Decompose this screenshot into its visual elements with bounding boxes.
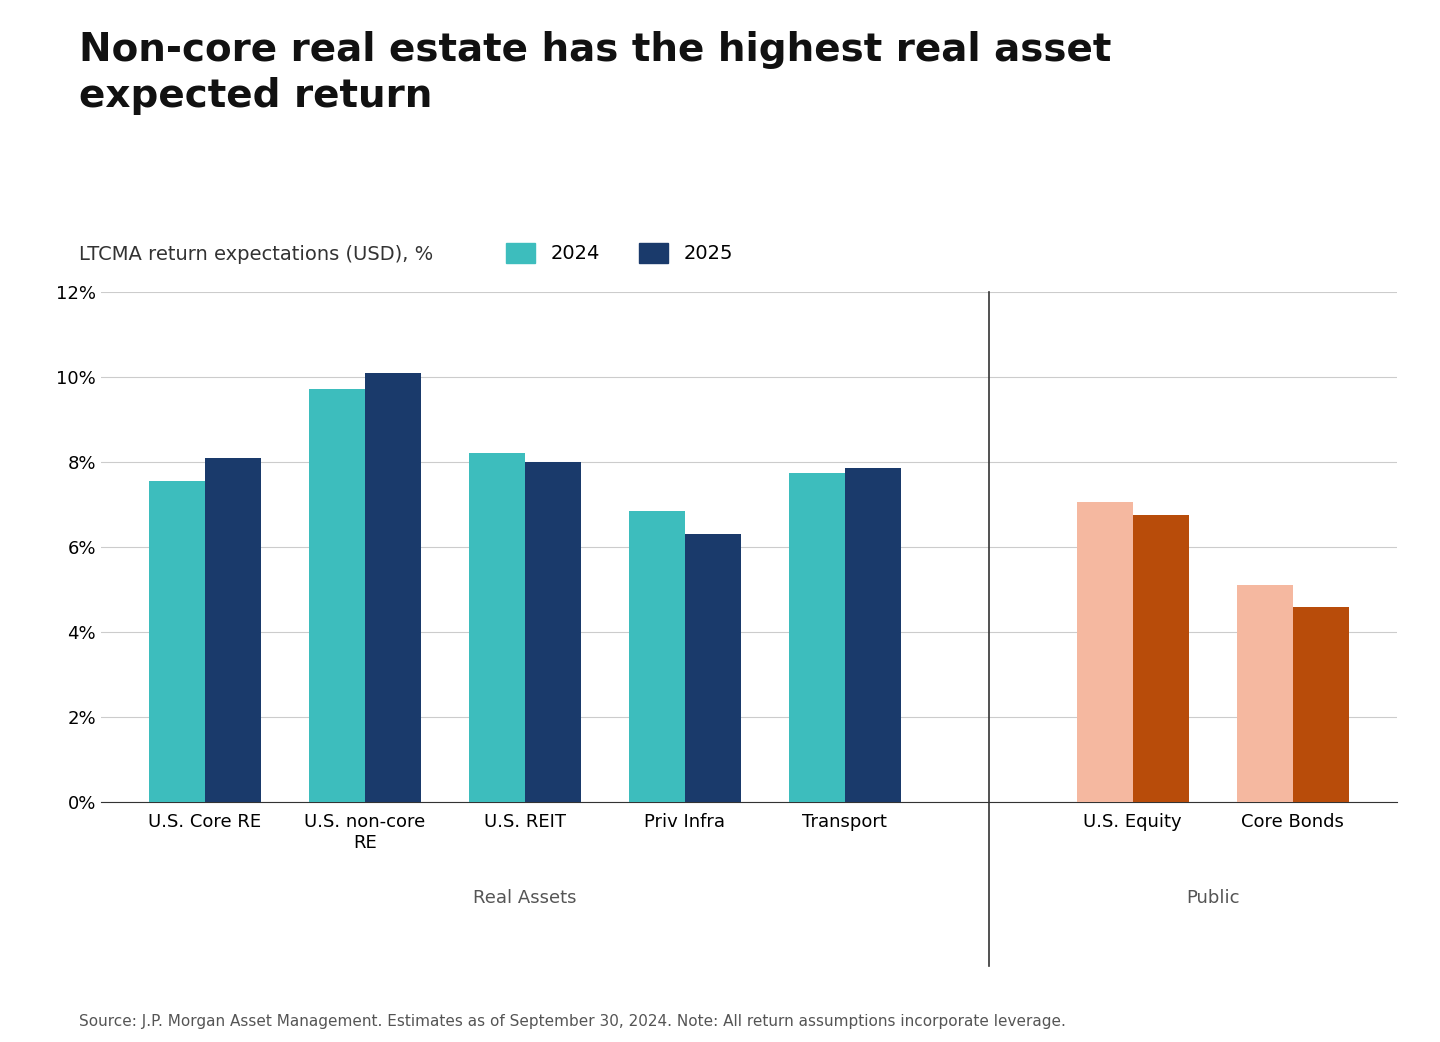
Bar [845,468,901,802]
Text: Non-core real estate has the highest real asset
expected return: Non-core real estate has the highest rea… [79,31,1112,115]
Bar [629,511,685,802]
Bar [1077,502,1133,802]
Bar [789,473,845,802]
Legend: 2024, 2025: 2024, 2025 [498,235,740,271]
Bar [148,481,204,802]
Text: Real Assets: Real Assets [474,889,576,908]
Bar [364,373,420,802]
Bar [685,535,740,802]
Bar [1293,606,1349,802]
Text: Source: J.P. Morgan Asset Management. Estimates as of September 30, 2024. Note: : Source: J.P. Morgan Asset Management. Es… [79,1015,1066,1029]
Text: Public: Public [1187,889,1240,908]
Bar [469,453,524,802]
Bar [1133,515,1189,802]
Text: LTCMA return expectations (USD), %: LTCMA return expectations (USD), % [79,245,433,264]
Bar [1237,586,1293,802]
Bar [308,389,364,802]
Bar [204,457,261,802]
Bar [524,462,580,802]
